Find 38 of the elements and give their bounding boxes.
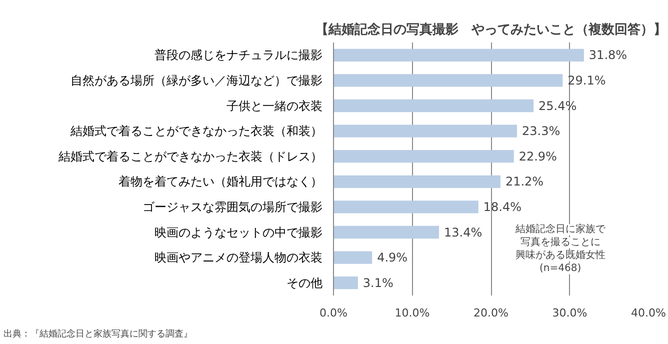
bar bbox=[334, 48, 584, 62]
data-label: 21.2% bbox=[505, 174, 544, 189]
x-tick-label: 0.0% bbox=[320, 306, 348, 320]
annotation: 結婚記念日に家族で bbox=[514, 223, 606, 236]
source-note: 出典：『結婚記念日と家族写真に関する調査』 bbox=[4, 328, 192, 340]
y-tick-label: その他 bbox=[286, 276, 322, 290]
data-label: 23.3% bbox=[522, 124, 560, 138]
y-tick-label: 結婚式で着ることができなかった衣装（ドレス） bbox=[58, 149, 322, 164]
annotation: 興味がある既婚女性 bbox=[515, 249, 606, 262]
x-tick-label: 40.0% bbox=[631, 306, 666, 320]
bar bbox=[334, 276, 358, 290]
data-label: 31.8% bbox=[588, 48, 628, 62]
y-tick-label: 結婚式で着ることができなかった衣装（和装） bbox=[70, 124, 322, 138]
bar bbox=[334, 175, 500, 188]
bar bbox=[334, 99, 534, 112]
bar bbox=[334, 150, 514, 163]
y-tick-label: 子供と一緒の衣装 bbox=[226, 98, 322, 113]
bar bbox=[334, 124, 517, 138]
bar bbox=[334, 251, 372, 264]
annotation: 写真を撮ることに bbox=[520, 236, 600, 248]
y-tick-label: ゴージャスな雰囲気の場所で撮影 bbox=[142, 200, 322, 214]
y-tick-label: 映画やアニメの登場人物の衣装 bbox=[154, 250, 322, 265]
x-tick-label: 10.0% bbox=[394, 306, 430, 320]
data-label: 13.4% bbox=[444, 225, 482, 240]
annotation: (n=468) bbox=[539, 263, 582, 274]
chart-title: 【結婚記念日の写真撮影 やってみたいこと（複数回答）】 bbox=[316, 22, 666, 38]
y-tick-label: 着物を着てみたい（婚礼用ではなく） bbox=[118, 174, 322, 189]
data-label: 22.9% bbox=[518, 149, 557, 164]
x-tick-label: 30.0% bbox=[552, 306, 588, 320]
data-label: 3.1% bbox=[362, 276, 394, 290]
data-label: 4.9% bbox=[377, 250, 408, 265]
bar bbox=[334, 226, 440, 239]
y-tick-label: 自然がある場所（緑が多い／海辺など）で撮影 bbox=[70, 73, 322, 88]
y-tick-label: 映画のようなセットの中で撮影 bbox=[154, 225, 322, 240]
bar bbox=[334, 74, 563, 87]
bar bbox=[334, 200, 478, 214]
y-tick-label: 普段の感じをナチュラルに撮影 bbox=[154, 48, 322, 62]
x-tick-label: 20.0% bbox=[474, 306, 508, 320]
